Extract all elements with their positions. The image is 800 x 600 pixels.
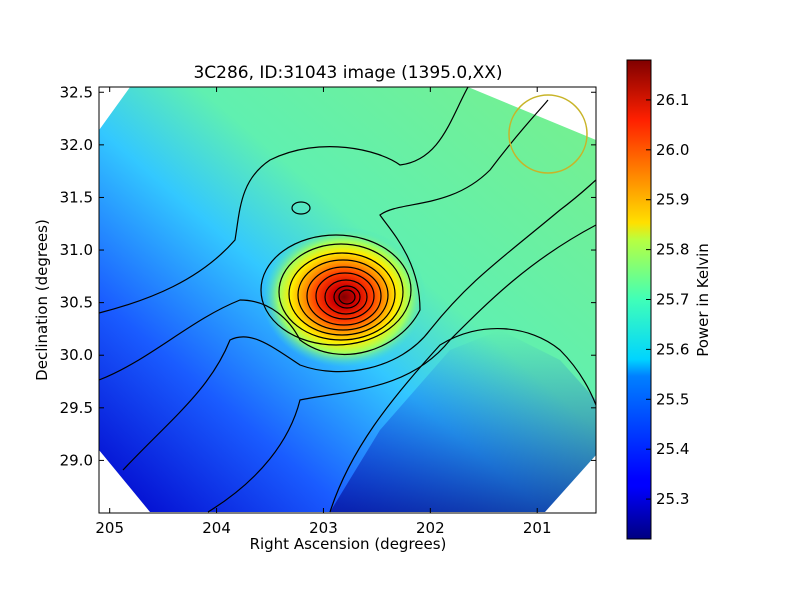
- y-tick-label: 31.0: [60, 241, 93, 259]
- y-tick-label: 32.0: [60, 136, 93, 154]
- colorbar-tick-label: 25.3: [656, 490, 689, 508]
- colorbar-tick-label: 25.7: [656, 291, 689, 309]
- colorbar: 25.3 25.4 25.5 25.6 25.7 25.8 25.9 26.0 26.1 Pow…: [626, 59, 712, 540]
- x-tick-label: 205: [95, 519, 124, 537]
- x-tick-label: 201: [523, 519, 552, 537]
- colorbar-tick-label: 26.0: [656, 141, 689, 159]
- colorbar-tick-label: 25.4: [656, 440, 689, 458]
- footprint-mask-tl: [99, 87, 130, 130]
- x-tick-label: 203: [309, 519, 338, 537]
- y-tick-label: 31.5: [60, 188, 93, 206]
- x-axis-label: Right Ascension (degrees): [250, 535, 447, 553]
- colorbar-ticks: 25.3 25.4 25.5 25.6 25.7 25.8 25.9 26.0 26.1: [646, 91, 689, 508]
- y-tick-label: 30.5: [60, 294, 93, 312]
- chart-title: 3C286, ID:31043 image (1395.0,XX): [193, 63, 502, 83]
- y-axis-label: Declination (degrees): [33, 219, 51, 381]
- y-tick-label: 30.0: [60, 346, 93, 364]
- axes-frame: [98, 86, 597, 514]
- colorbar-tick-label: 25.6: [656, 340, 689, 358]
- y-tick-label: 29.0: [60, 451, 93, 469]
- heatmap-low-region: [330, 330, 596, 512]
- contour-lines: [99, 87, 596, 513]
- colorbar-tick-label: 26.1: [656, 91, 689, 109]
- footprint-mask-tr: [520, 87, 596, 140]
- colorbar-tick-label: 25.8: [656, 241, 689, 259]
- x-tick-label: 204: [202, 519, 231, 537]
- y-tick-label: 29.5: [60, 399, 93, 417]
- plot-area: [99, 87, 596, 513]
- x-tick-label: 202: [416, 519, 445, 537]
- colorbar-tick-label: 25.5: [656, 390, 689, 408]
- colorbar-label: Power in Kelvin: [694, 243, 712, 357]
- footprint-mask-br: [545, 455, 596, 512]
- beam-circle: [508, 94, 588, 174]
- y-tick-label: 32.5: [60, 83, 93, 101]
- y-axis: 29.0 29.5 30.0 30.5 31.0 31.5 32.0 32.5: [60, 83, 596, 469]
- x-axis: 205 204 203 202 201: [95, 87, 552, 537]
- colorbar-tick-label: 25.9: [656, 191, 689, 209]
- footprint-mask-bl: [99, 450, 150, 512]
